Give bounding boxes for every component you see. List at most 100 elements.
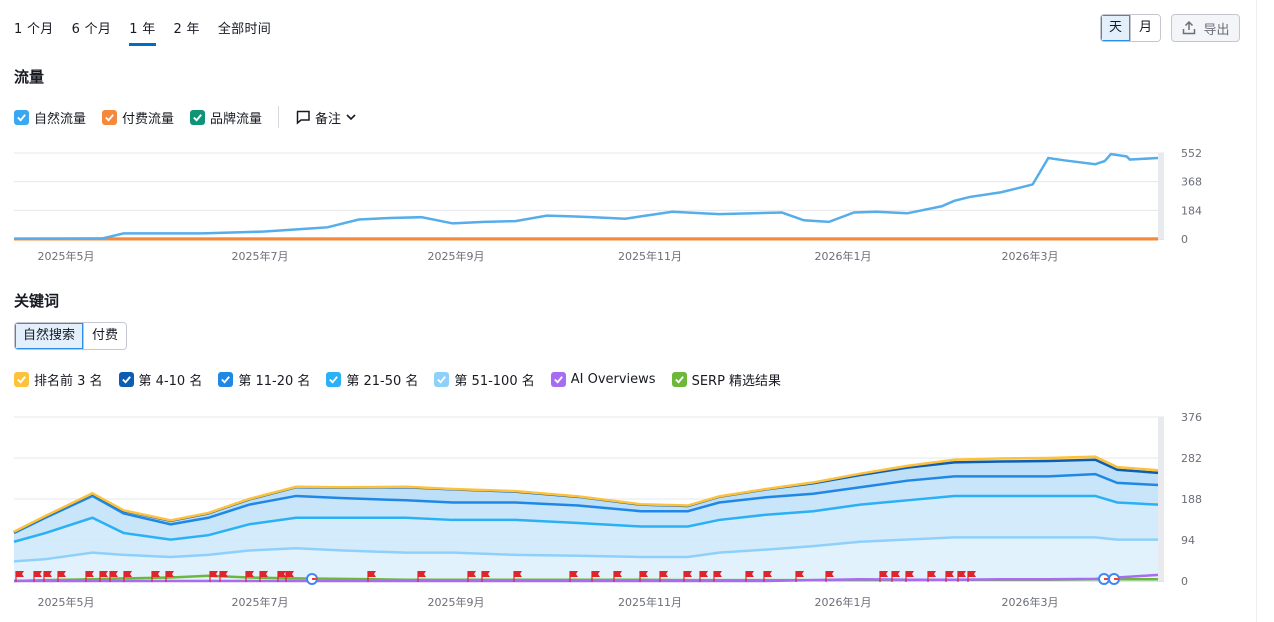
event-flag-icon: [957, 571, 966, 582]
x-tick-label: 2026年3月: [1002, 249, 1059, 263]
chart-edge-handle: [1158, 417, 1164, 581]
y-tick-label: 0: [1181, 575, 1188, 588]
range-tab-1-year[interactable]: 1 年: [129, 18, 156, 46]
granularity-month-button[interactable]: 月: [1130, 15, 1161, 41]
checkbox-icon: [218, 372, 234, 387]
legend-label: 第 11-20 名: [238, 374, 311, 389]
y-tick-label: 188: [1181, 493, 1202, 506]
top-bar: 1 个月 6 个月 1 年 2 年 全部时间 天 月 导出: [0, 0, 1250, 50]
event-flag-icon: [481, 571, 490, 582]
notes-label: 备注: [315, 111, 342, 127]
event-flag-icon: [15, 571, 24, 582]
checkbox-icon: [102, 109, 118, 125]
range-tab-2-years[interactable]: 2 年: [173, 22, 200, 37]
organic-search-tab[interactable]: 自然搜索: [15, 323, 84, 349]
legend-keyword-series[interactable]: AI Overviews: [550, 372, 656, 387]
legend-label: AI Overviews: [570, 372, 656, 387]
comment-icon: [296, 110, 310, 125]
keyword-series-line: [13, 494, 1159, 543]
event-flag-icon: [745, 571, 754, 582]
legend-divider: [278, 106, 280, 128]
event-flag-icon: [109, 571, 118, 582]
google-update-icon: [1098, 573, 1110, 585]
keyword-area-band: [14, 474, 1158, 542]
range-tab-6-months[interactable]: 6 个月: [71, 22, 112, 37]
upload-icon: [1183, 20, 1196, 35]
event-flag-icon: [43, 571, 52, 582]
event-flag-icon: [367, 571, 376, 582]
event-flag-icon: [659, 571, 668, 582]
event-flag-icon: [683, 571, 692, 582]
x-tick-label: 2025年5月: [38, 595, 95, 609]
event-flag-icon: [763, 571, 772, 582]
legend-keyword-series[interactable]: 第 51-100 名: [434, 370, 535, 389]
legend-label: 第 4-10 名: [138, 374, 203, 389]
y-tick-label: 552: [1181, 147, 1202, 160]
legend-label: 第 51-100 名: [454, 374, 535, 389]
granularity-toggle: 天 月: [1100, 14, 1162, 42]
legend-keyword-series[interactable]: SERP 精选结果: [671, 370, 781, 389]
event-flag-icon: [57, 571, 66, 582]
event-flag-icon: [795, 571, 804, 582]
event-flag-icon: [945, 571, 954, 582]
event-flag-icon: [891, 571, 900, 582]
range-tab-all-time[interactable]: 全部时间: [217, 22, 272, 37]
event-flag-icon: [713, 571, 722, 582]
traffic-title: 流量: [14, 68, 45, 86]
x-tick-label: 2026年1月: [815, 249, 872, 263]
date-range-tabs: 1 个月 6 个月 1 年 2 年 全部时间: [14, 18, 289, 46]
y-tick-label: 282: [1181, 452, 1202, 465]
legend-keyword-series[interactable]: 排名前 3 名: [14, 370, 103, 389]
legend-keyword-series[interactable]: 第 4-10 名: [118, 370, 203, 389]
legend-paid-traffic[interactable]: 付费流量: [102, 108, 174, 127]
legend-label: 第 21-50 名: [346, 374, 419, 389]
event-flag-icon: [639, 571, 648, 582]
legend-label: 品牌流量: [210, 111, 263, 127]
legend-organic-traffic[interactable]: 自然流量: [14, 108, 86, 127]
event-flag-icon: [33, 571, 42, 582]
y-tick-label: 184: [1181, 204, 1202, 217]
legend-keyword-series[interactable]: 第 11-20 名: [218, 370, 310, 389]
event-flag-icon: [905, 571, 914, 582]
event-flag-icon: [209, 571, 218, 582]
chart-edge-handle: [1158, 153, 1164, 239]
checkbox-icon: [434, 372, 450, 387]
keywords-legend: 排名前 3 名 第 4-10 名 第 11-20 名 第 21-50 名 第 51-10…: [14, 370, 797, 389]
x-tick-label: 2025年7月: [232, 595, 289, 609]
granularity-day-button[interactable]: 天: [1101, 15, 1131, 41]
legend-keyword-series[interactable]: 第 21-50 名: [326, 370, 418, 389]
event-flag-icon: [245, 571, 254, 582]
keyword-mode-toggle: 自然搜索 付费: [14, 322, 128, 350]
y-tick-label: 368: [1181, 176, 1202, 189]
traffic-chart[interactable]: 0 184 368 552 2025年5月 2025年7月 2025年9月 2025年11月 2…: [0, 140, 1250, 270]
x-tick-label: 2026年1月: [815, 595, 872, 609]
event-flag-icon: [467, 571, 476, 582]
checkbox-icon: [190, 109, 206, 125]
event-flag-icon: [591, 571, 600, 582]
keyword-series-line: [13, 472, 1159, 535]
legend-brand-traffic[interactable]: 品牌流量: [190, 108, 262, 127]
x-tick-label: 2025年7月: [232, 249, 289, 263]
keyword-area-band: [14, 495, 1158, 562]
event-flag-icon: [277, 571, 286, 582]
paid-search-tab[interactable]: 付费: [83, 323, 127, 349]
export-button[interactable]: 导出: [1171, 14, 1240, 42]
keywords-chart[interactable]: 0 94 188 282 376 2025年5月 2025年7月 2025年9月 2025年11…: [0, 404, 1250, 622]
legend-label: 付费流量: [122, 111, 175, 127]
x-tick-label: 2025年9月: [428, 249, 485, 263]
notes-dropdown[interactable]: 备注: [295, 108, 357, 127]
x-tick-label: 2026年3月: [1002, 595, 1059, 609]
event-flag-icon: [613, 571, 622, 582]
event-flag-icon: [927, 571, 936, 582]
range-tab-1-month[interactable]: 1 个月: [14, 22, 54, 37]
export-label: 导出: [1203, 22, 1230, 38]
keywords-title: 关键词: [14, 292, 60, 310]
legend-label: 自然流量: [34, 111, 87, 127]
scrollbar[interactable]: [1256, 0, 1274, 622]
event-flag-icon: [99, 571, 108, 582]
event-flag-icon: [879, 571, 888, 582]
google-update-icon: [306, 573, 318, 585]
event-flag-icon: [513, 571, 522, 582]
chevron-down-icon: [346, 114, 356, 121]
x-tick-label: 2025年11月: [618, 595, 682, 609]
